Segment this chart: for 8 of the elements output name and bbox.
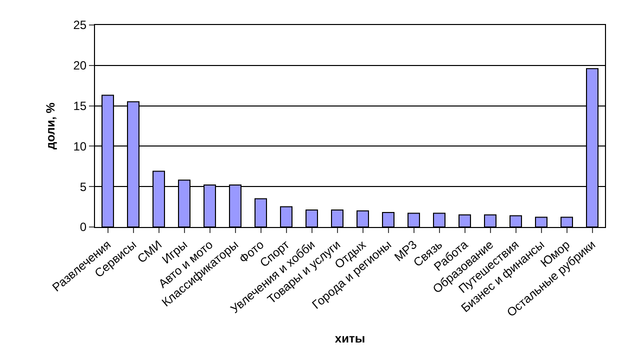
- y-tick-label: 20: [73, 58, 87, 73]
- y-tick-label: 10: [73, 139, 87, 154]
- y-axis-title: доли, %: [44, 102, 58, 150]
- y-tick-label: 25: [73, 18, 87, 32]
- y-tick-label: 0: [80, 220, 87, 234]
- y-tick-label: 5: [80, 180, 87, 194]
- y-tick-label: 15: [73, 99, 87, 113]
- x-axis-title: хиты: [334, 331, 366, 346]
